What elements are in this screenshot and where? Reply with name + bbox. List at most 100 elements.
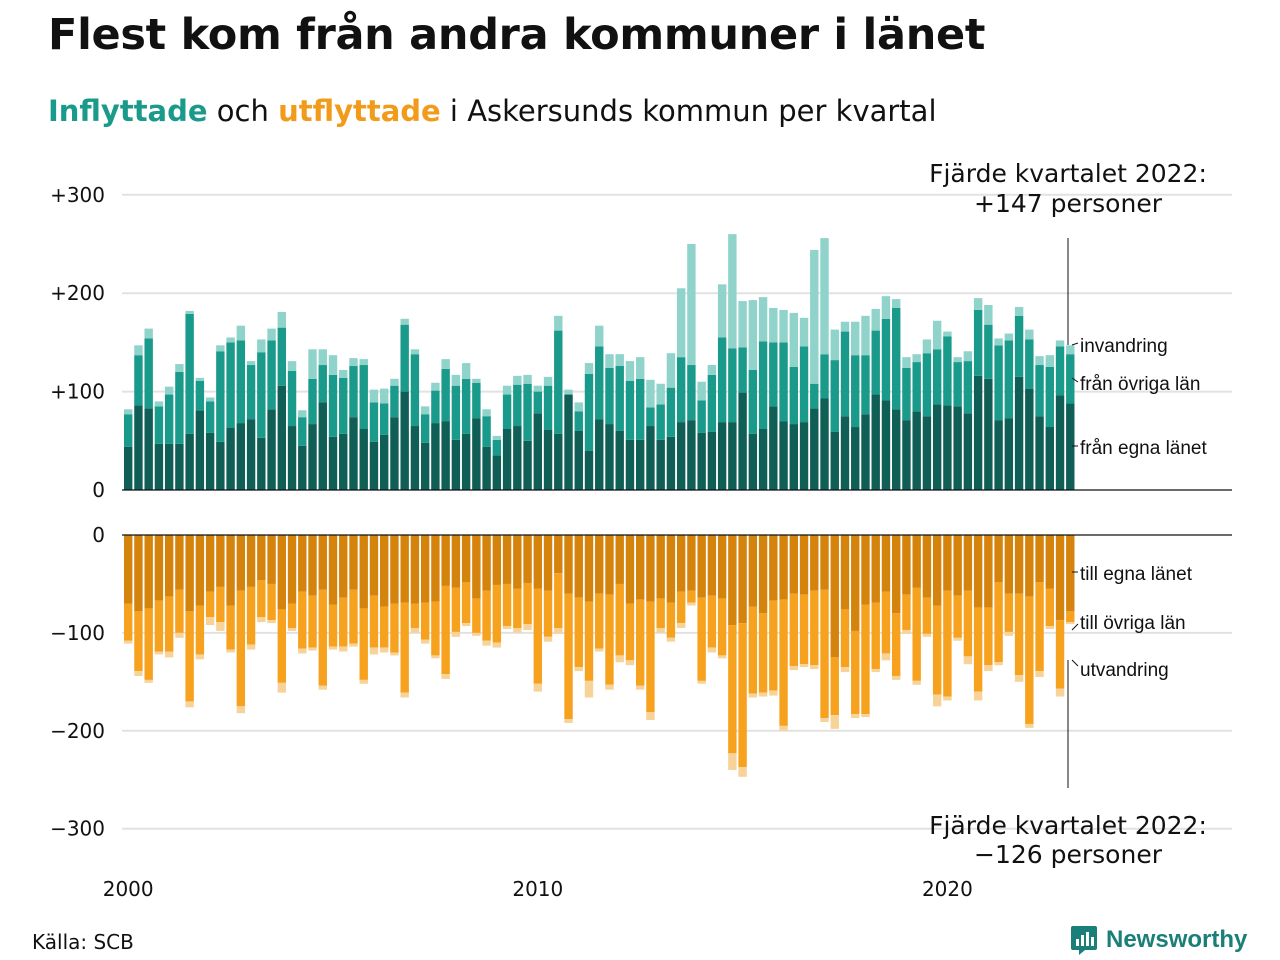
outflow-bar-segment — [1014, 674, 1024, 682]
outflow-bar-segment — [851, 535, 860, 631]
inflow-bar-segment — [707, 431, 717, 490]
inflow-bar-segment — [410, 426, 420, 490]
outflow-bar-segment — [1055, 620, 1065, 689]
outflow-bar-segment — [963, 590, 973, 657]
outflow-bar-segment — [154, 600, 164, 652]
outflow-bar-segment — [134, 671, 143, 676]
inflow-bar-segment — [973, 309, 983, 376]
inflow-bar-segment — [144, 328, 153, 339]
outflow-bar-segment — [472, 632, 481, 636]
outflow-bar-segment — [277, 682, 286, 693]
outflow-bar-segment — [871, 602, 880, 670]
inflow-bar-segment — [441, 421, 450, 490]
outflow-bar-segment — [164, 535, 174, 597]
outflow-bar-segment — [717, 535, 727, 599]
inflow-bar-segment — [810, 383, 819, 409]
inflow-bar-segment — [359, 428, 368, 490]
outflow-bar-segment — [431, 535, 440, 602]
inflow-bar-segment — [543, 429, 553, 490]
outflow-bar-segment — [328, 646, 338, 650]
inflow-bar-segment — [687, 244, 696, 366]
inflow-bar-segment — [625, 380, 635, 440]
inflow-bar-segment — [810, 408, 819, 490]
inflow-bar-segment — [154, 443, 164, 490]
inflow-bar-segment — [892, 307, 901, 410]
inflow-bar-segment — [318, 402, 327, 490]
outflow-bar-segment — [615, 583, 624, 656]
inflow-bar-segment — [380, 388, 389, 404]
outflow-bar-segment — [1066, 535, 1075, 612]
outflow-bar-segment — [1004, 593, 1014, 632]
inflow-bar-segment — [871, 308, 880, 331]
inflow-bar-segment — [390, 417, 399, 490]
outflow-bar-segment — [308, 535, 317, 596]
inflow-bar-segment — [369, 389, 379, 403]
outflow-bar-segment — [615, 655, 624, 663]
subtitle-utflyttade: utflyttade — [278, 94, 441, 128]
inflow-bar-segment — [728, 422, 737, 490]
inflow-bar-segment — [164, 386, 174, 395]
outflow-bar-segment — [646, 535, 655, 602]
outflow-bar-segment — [912, 587, 921, 681]
outflow-bar-segment — [318, 589, 327, 686]
inflow-bar-segment — [994, 345, 1003, 421]
inflow-bar-segment — [994, 420, 1003, 490]
outflow-bar-segment — [574, 535, 583, 598]
outflow-bar-segment — [287, 628, 297, 631]
outflow-bar-segment — [902, 629, 911, 634]
newsworthy-logo: Newsworthy — [1070, 924, 1247, 956]
inflow-bar-segment — [298, 410, 307, 418]
outflow-bar-segment — [461, 535, 471, 582]
inflow-bar-segment — [205, 432, 215, 490]
inflow-bar-segment — [308, 424, 317, 490]
inflow-bar-segment — [523, 383, 532, 441]
outflow-bar-segment — [287, 535, 297, 604]
inflow-bar-segment — [216, 345, 225, 352]
outflow-bar-segment — [1014, 593, 1024, 675]
inflow-bar-segment — [564, 389, 573, 395]
outflow-bar-segment — [799, 535, 809, 595]
inflow-bar-segment — [339, 369, 348, 378]
inflow-bar-segment — [369, 441, 379, 490]
outflow-bar-segment — [564, 535, 573, 594]
outflow-bar-segment — [1045, 535, 1054, 589]
outflow-bar-segment — [871, 669, 880, 673]
outflow-bar-segment — [369, 595, 379, 648]
outflow-bar-segment — [799, 664, 809, 668]
inflow-bar-segment — [789, 367, 798, 425]
outflow-bar-segment — [1055, 535, 1065, 621]
chart-title: Flest kom från andra kommuner i länet — [48, 10, 986, 60]
outflow-bar-segment — [810, 535, 819, 591]
inflow-bar-segment — [277, 311, 286, 328]
inflow-bar-segment — [287, 426, 297, 490]
inflow-bar-segment — [574, 430, 583, 490]
inflow-bar-segment — [656, 439, 665, 490]
subtitle-rest: i Askersunds kommun per kvartal — [440, 94, 937, 128]
series-label-till-egna-lanet: till egna länet — [1080, 564, 1193, 585]
inflow-bar-segment — [400, 324, 409, 392]
inflow-bar-segment — [595, 325, 604, 347]
subtitle-inflyttade: Inflyttade — [48, 94, 208, 128]
outflow-bar-segment — [216, 535, 225, 587]
inflow-bar-segment — [124, 446, 133, 490]
outflow-bar-segment — [932, 605, 942, 695]
outflow-bar-segment — [502, 583, 512, 627]
outflow-bar-segment — [861, 714, 870, 718]
outflow-bar-segment — [820, 718, 829, 722]
inflow-bar-segment — [554, 433, 563, 490]
inflow-bar-segment — [164, 443, 174, 490]
axes — [122, 489, 1232, 536]
outflow-bar-segment — [758, 692, 768, 697]
inflow-bar-segment — [646, 407, 655, 427]
inflow-bar-segment — [246, 365, 256, 420]
outflow-bar-segment — [840, 667, 850, 673]
outflow-bar-segment — [298, 648, 307, 654]
inflow-bar-segment — [543, 376, 553, 386]
inflow-bar-segment — [758, 297, 768, 342]
inflow-bar-segment — [636, 378, 645, 440]
outflow-bar-segment — [769, 690, 778, 696]
inflow-bar-segment — [410, 349, 420, 355]
inflow-bar-segment — [451, 385, 461, 440]
inflow-bar-segment — [502, 394, 512, 429]
inflow-bar-segment — [717, 422, 727, 490]
